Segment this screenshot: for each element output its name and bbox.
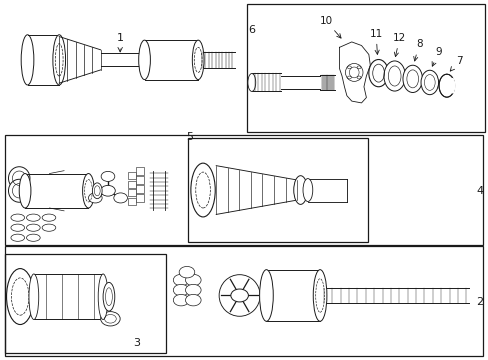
Ellipse shape	[101, 171, 115, 181]
Ellipse shape	[293, 176, 307, 204]
Ellipse shape	[192, 40, 203, 80]
Ellipse shape	[53, 35, 65, 85]
Ellipse shape	[190, 163, 215, 217]
Ellipse shape	[185, 274, 201, 286]
Ellipse shape	[114, 193, 127, 203]
Text: 2: 2	[476, 297, 483, 307]
Bar	[128, 172, 136, 179]
Text: 10: 10	[319, 16, 340, 38]
Ellipse shape	[173, 284, 188, 296]
Polygon shape	[216, 166, 297, 215]
Ellipse shape	[313, 270, 326, 321]
Ellipse shape	[88, 193, 102, 203]
Bar	[136, 176, 143, 184]
Text: 12: 12	[392, 33, 406, 57]
Ellipse shape	[11, 214, 24, 221]
Polygon shape	[59, 37, 101, 83]
Ellipse shape	[103, 282, 115, 311]
Ellipse shape	[11, 224, 24, 231]
Ellipse shape	[8, 167, 30, 190]
Text: 8: 8	[413, 40, 422, 61]
Ellipse shape	[173, 274, 188, 286]
Text: 9: 9	[431, 47, 441, 66]
Ellipse shape	[368, 59, 387, 87]
Ellipse shape	[259, 270, 273, 321]
Text: 7: 7	[449, 56, 462, 71]
Bar	[4, 135, 483, 244]
Ellipse shape	[173, 294, 188, 306]
Ellipse shape	[303, 179, 312, 202]
Bar	[128, 198, 136, 205]
Text: 4: 4	[476, 186, 483, 197]
Ellipse shape	[101, 185, 115, 196]
Ellipse shape	[98, 274, 108, 319]
Ellipse shape	[185, 294, 201, 306]
Ellipse shape	[92, 183, 102, 199]
Bar	[188, 138, 367, 242]
Ellipse shape	[247, 73, 255, 91]
Ellipse shape	[139, 40, 150, 80]
Ellipse shape	[82, 174, 94, 208]
Bar	[128, 181, 136, 188]
Bar	[136, 194, 143, 202]
Ellipse shape	[383, 61, 405, 91]
Bar	[136, 185, 143, 193]
Polygon shape	[339, 42, 369, 103]
Ellipse shape	[230, 289, 248, 302]
Text: 1: 1	[117, 33, 123, 52]
Ellipse shape	[19, 174, 31, 208]
Bar	[128, 189, 136, 197]
Ellipse shape	[42, 214, 56, 221]
Text: 6: 6	[248, 25, 255, 35]
Ellipse shape	[185, 284, 201, 296]
Bar	[246, 4, 484, 132]
Ellipse shape	[438, 74, 454, 97]
Ellipse shape	[6, 269, 34, 324]
Ellipse shape	[26, 214, 40, 221]
Ellipse shape	[11, 234, 24, 241]
Ellipse shape	[29, 274, 39, 319]
Ellipse shape	[420, 70, 438, 95]
Ellipse shape	[26, 224, 40, 231]
Ellipse shape	[101, 312, 120, 326]
Ellipse shape	[21, 35, 34, 85]
Ellipse shape	[402, 65, 422, 93]
Ellipse shape	[8, 179, 30, 202]
Text: 3: 3	[132, 338, 140, 348]
Ellipse shape	[179, 266, 194, 278]
Text: 11: 11	[369, 29, 382, 54]
Bar	[4, 254, 165, 353]
Polygon shape	[446, 78, 454, 93]
Bar	[136, 167, 143, 175]
Bar	[4, 246, 483, 356]
Text: 5: 5	[186, 132, 193, 142]
Ellipse shape	[26, 234, 40, 241]
Ellipse shape	[42, 224, 56, 231]
